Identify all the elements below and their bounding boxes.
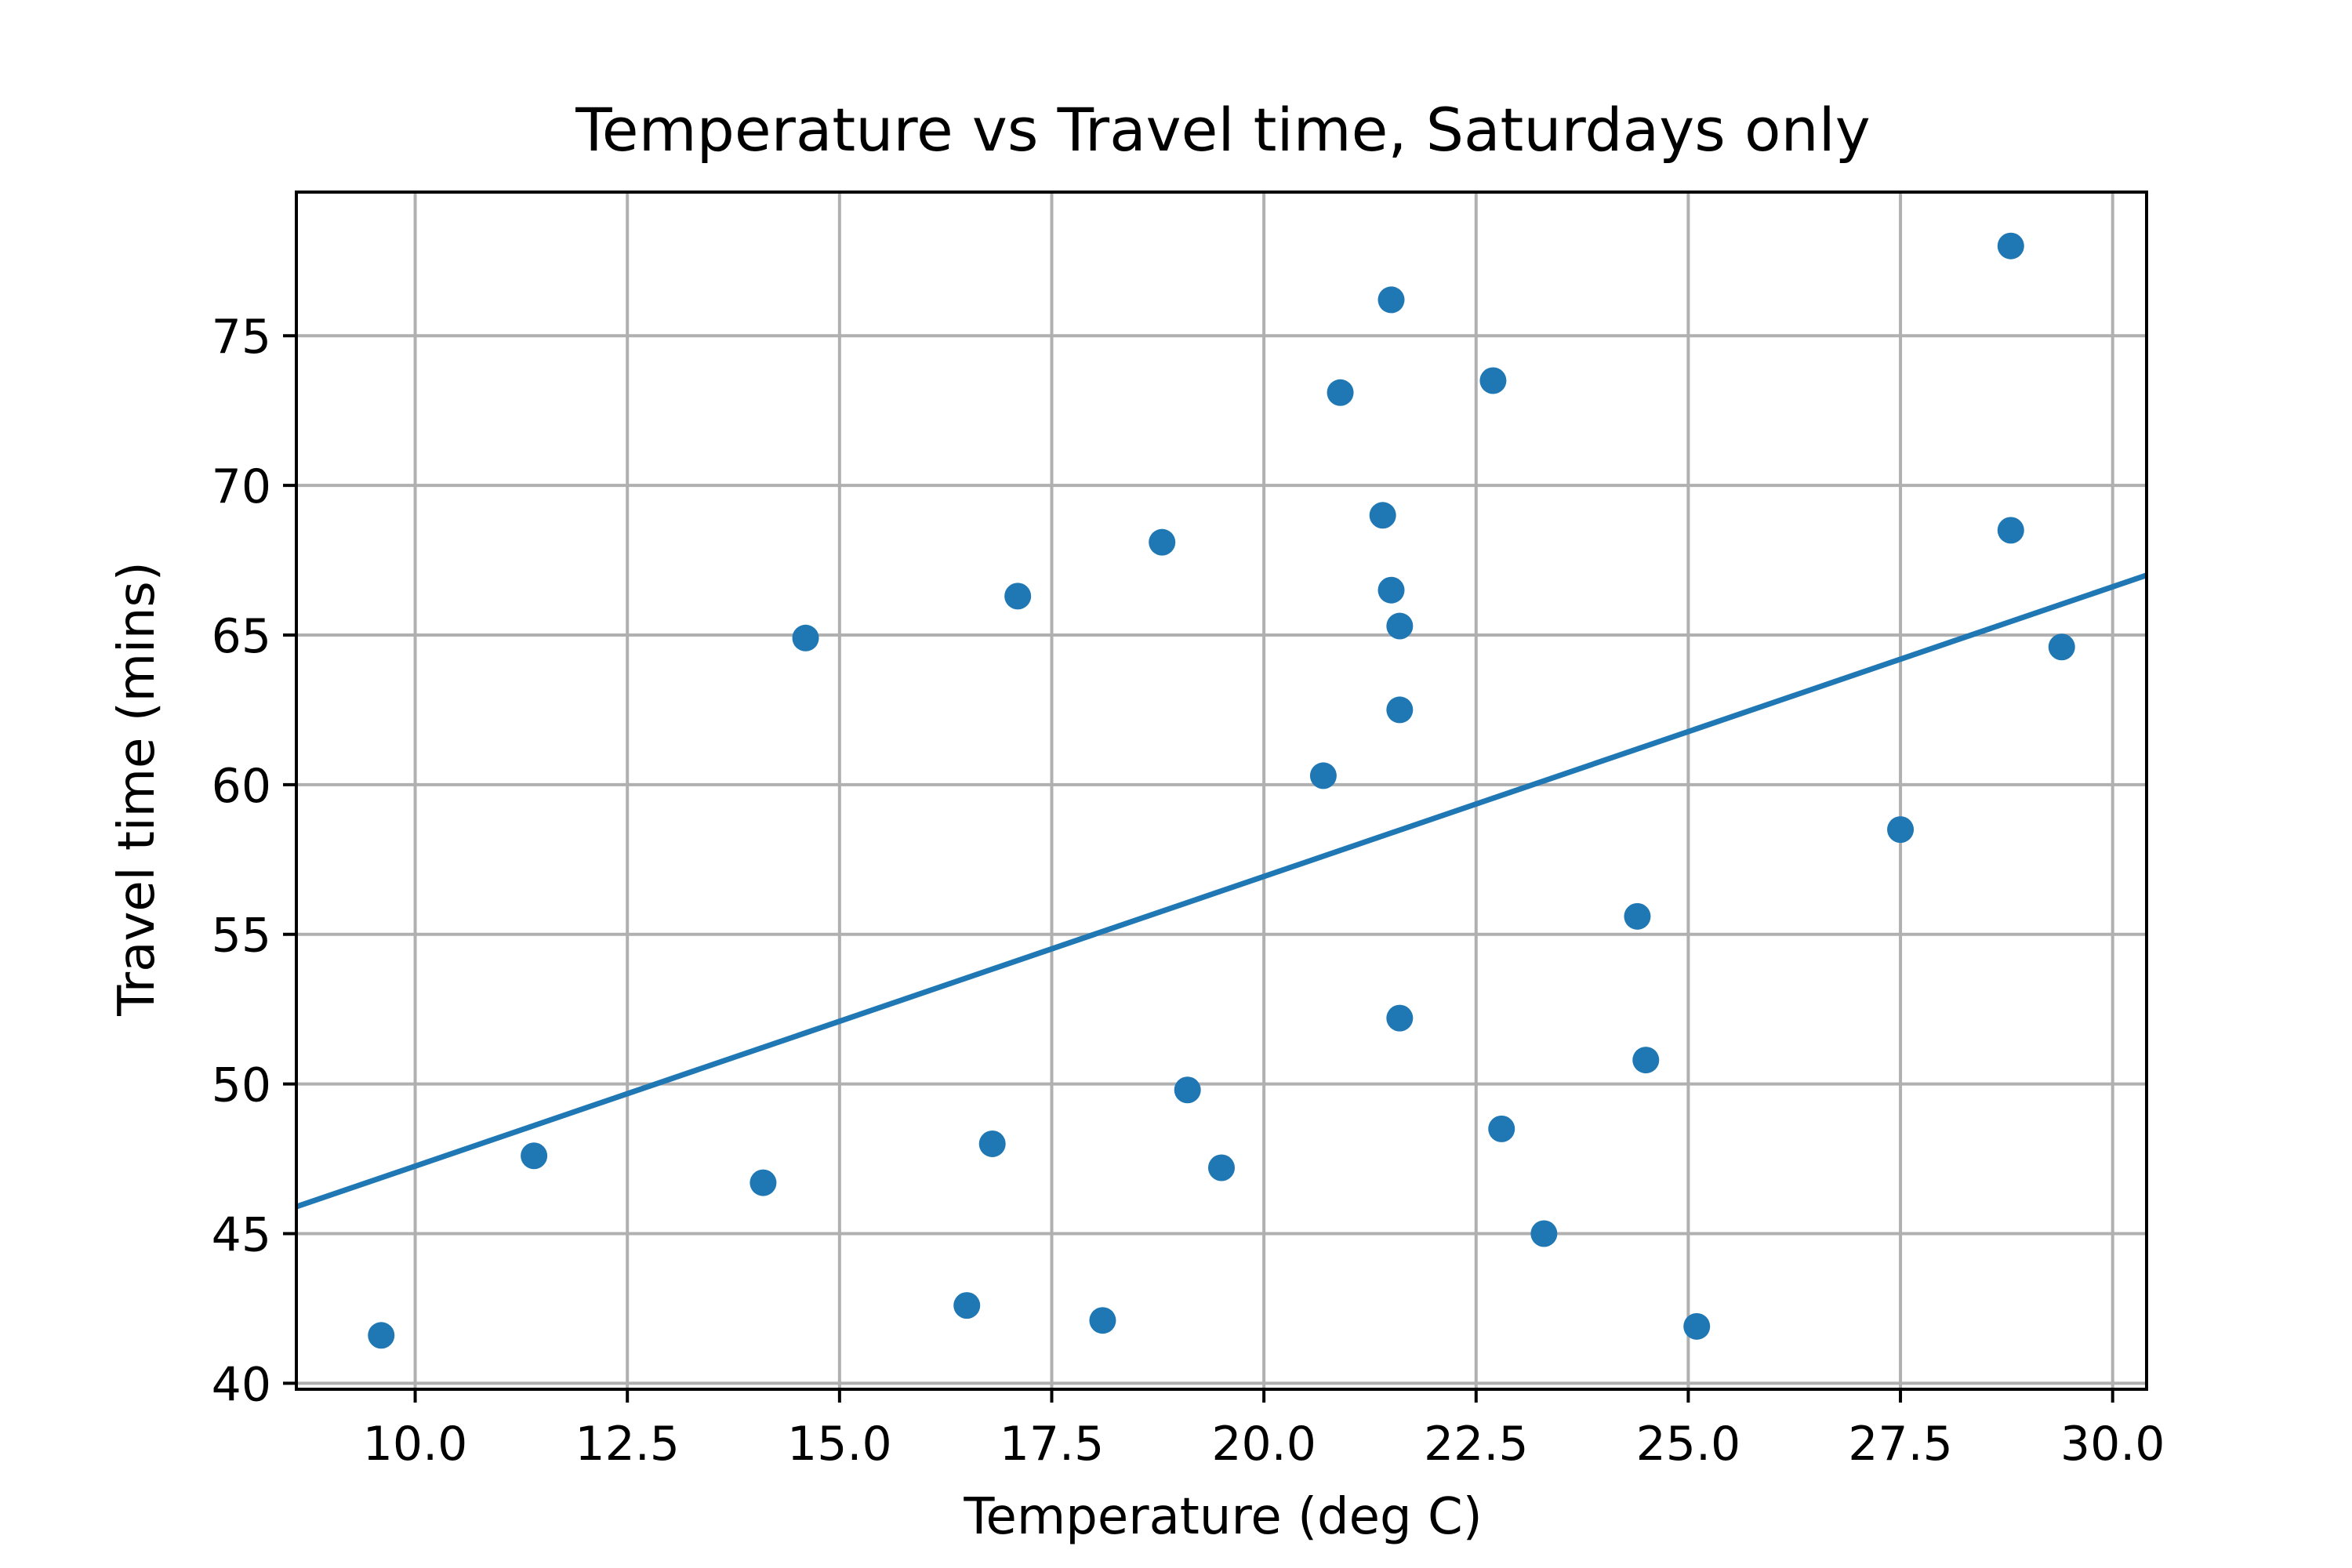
data-point	[1624, 902, 1651, 930]
data-point	[792, 624, 819, 652]
data-point	[1386, 696, 1414, 724]
data-point	[1327, 379, 1354, 406]
x-tick-label: 20.0	[1211, 1417, 1316, 1472]
data-point	[1683, 1312, 1711, 1340]
x-tick-label: 25.0	[1636, 1417, 1741, 1472]
data-point	[1377, 286, 1405, 314]
data-point	[1479, 367, 1507, 394]
y-tick-label: 65	[212, 609, 271, 664]
data-point	[521, 1142, 548, 1170]
data-point	[1887, 816, 1915, 844]
chart-title: Temperature vs Travel time, Saturdays on…	[575, 95, 1870, 165]
x-tick-label: 22.5	[1424, 1417, 1529, 1472]
x-tick-label: 10.0	[363, 1417, 468, 1472]
y-tick-label: 40	[212, 1357, 271, 1412]
x-tick-label: 12.5	[575, 1417, 680, 1472]
y-tick-label: 60	[212, 759, 271, 814]
data-point	[1488, 1115, 1515, 1142]
y-tick-label: 45	[212, 1207, 271, 1262]
data-point	[1997, 517, 2024, 544]
data-point	[1174, 1076, 1201, 1104]
y-tick-label: 75	[212, 310, 271, 365]
x-tick-label: 30.0	[2060, 1417, 2165, 1472]
axis-ticks: 10.0 12.5 15.0 17.5 20.0 22.5 25.0 27.5 30.0 40 45…	[212, 310, 2165, 1472]
data-point	[1377, 576, 1405, 604]
data-point	[1309, 762, 1337, 789]
data-point	[368, 1322, 395, 1349]
data-points	[368, 232, 2075, 1349]
data-point	[1208, 1154, 1235, 1181]
data-point	[1369, 502, 1396, 529]
x-tick-label: 17.5	[1000, 1417, 1105, 1472]
y-tick-label: 55	[212, 909, 271, 964]
x-tick-label: 27.5	[1848, 1417, 1953, 1472]
data-point	[1632, 1047, 1660, 1074]
data-point	[1089, 1307, 1116, 1334]
trend-line-layer	[295, 572, 2148, 1210]
data-point	[1530, 1220, 1558, 1247]
x-axis-label: Temperature (deg C)	[963, 1488, 1482, 1546]
data-point	[1386, 1004, 1414, 1032]
data-point	[1997, 232, 2024, 260]
x-tick-label: 15.0	[787, 1417, 892, 1472]
data-point	[1149, 528, 1176, 556]
data-point	[2048, 633, 2075, 661]
trend-line	[295, 572, 2148, 1210]
y-axis-label: Travel time (mins)	[108, 561, 166, 1017]
data-point	[978, 1130, 1006, 1157]
data-point	[953, 1292, 981, 1319]
plot-frame	[295, 191, 2148, 1391]
grid-lines	[296, 192, 2147, 1389]
data-point	[750, 1169, 777, 1196]
y-tick-label: 50	[212, 1058, 271, 1113]
data-point	[1386, 612, 1414, 640]
y-tick-label: 70	[212, 459, 271, 514]
data-point	[1004, 583, 1032, 610]
